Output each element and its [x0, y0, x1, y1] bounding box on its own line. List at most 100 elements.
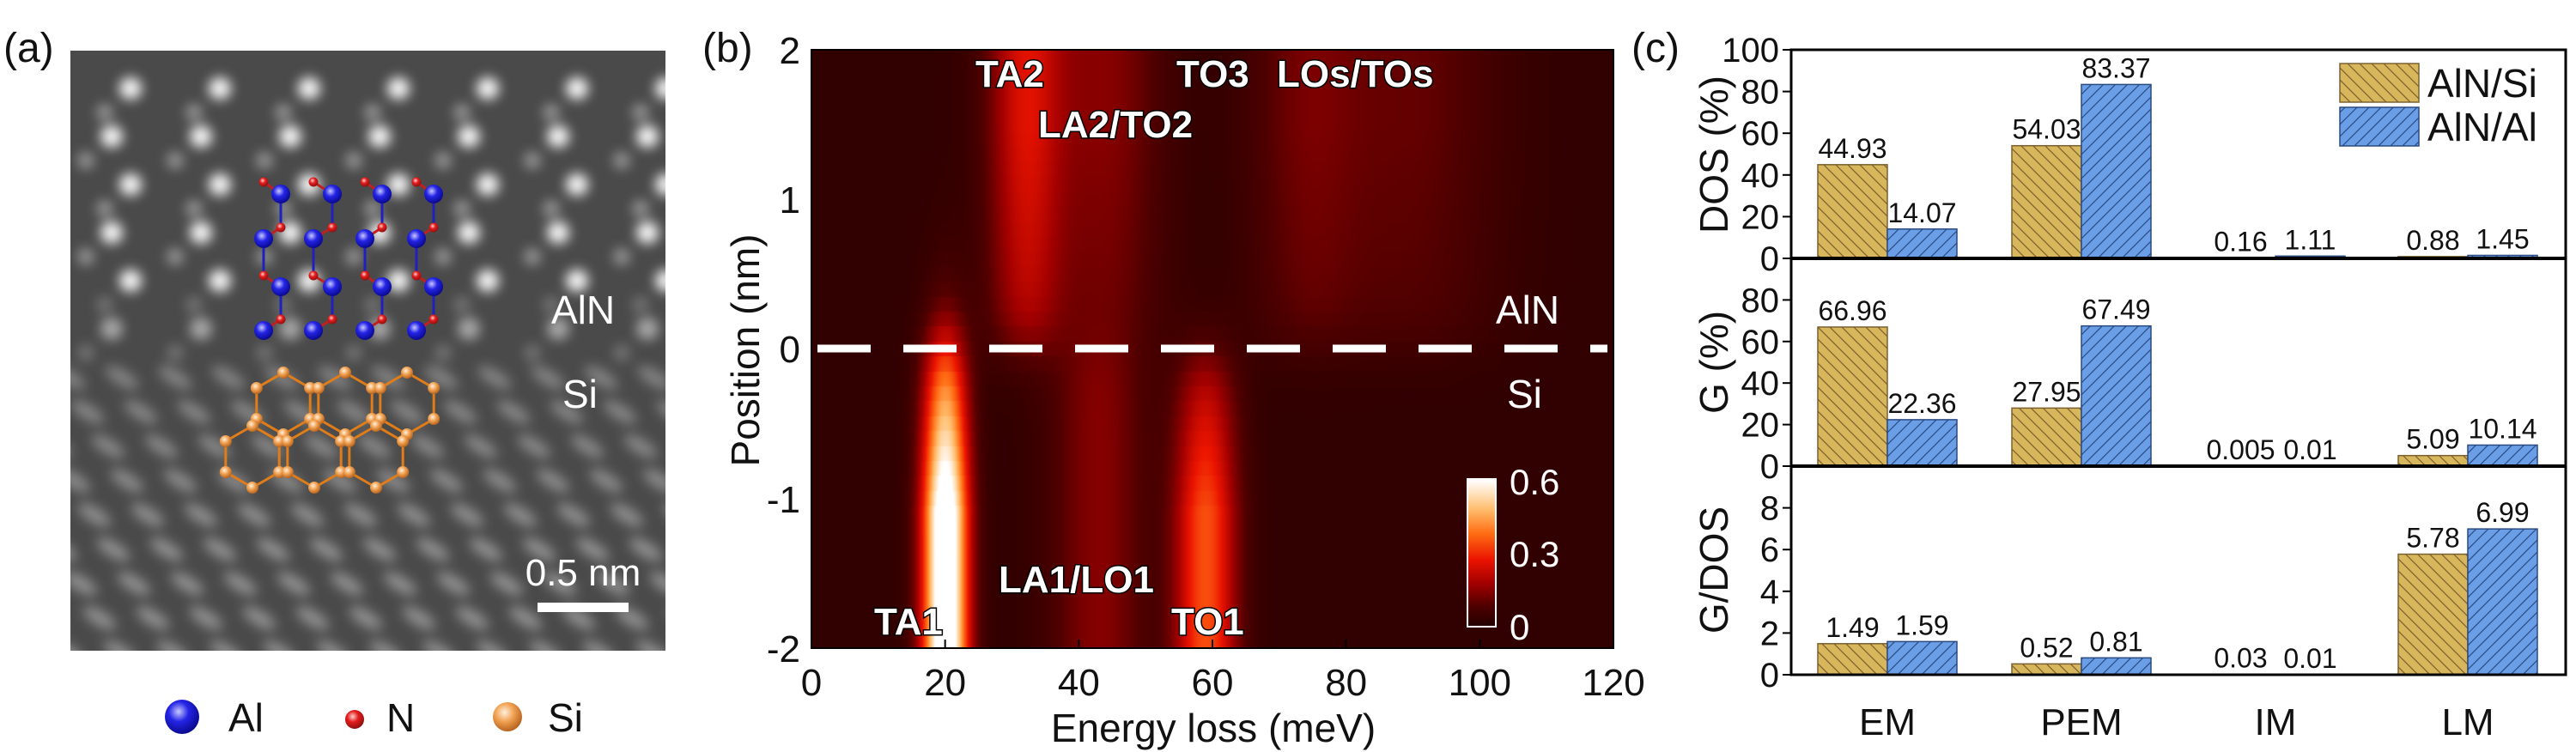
- bar-aln-al: [2467, 528, 2538, 676]
- lattice-spot: [477, 77, 499, 100]
- lattice-spot: [416, 537, 450, 561]
- lattice-spot: [223, 572, 258, 596]
- lattice-spot: [566, 77, 588, 100]
- lattice-spot: [256, 152, 273, 169]
- lattice-spot: [167, 344, 184, 361]
- bar-aln-al: [1886, 419, 1958, 467]
- bar-legend: AlN/Si AlN/Al: [2339, 61, 2537, 149]
- colorbar-tick-label: 0: [1510, 607, 1529, 647]
- bar-aln-si: [1817, 643, 1888, 676]
- bar-value-label: 83.37: [2081, 52, 2150, 83]
- lattice-spot: [337, 400, 371, 424]
- si-atom: [343, 435, 355, 447]
- bar-aln-si: [2011, 144, 2082, 259]
- lattice-spot: [256, 537, 290, 561]
- lattice-spot: [345, 344, 362, 361]
- legend-si-label: Si: [548, 695, 583, 740]
- g-axis-title: G (%): [1692, 311, 1736, 414]
- scale-bar-label: 0.5 nm: [526, 552, 641, 594]
- lattice-spot: [458, 125, 480, 148]
- si-atom: [304, 382, 317, 394]
- lattice-spot: [476, 640, 510, 651]
- colorbar-tick-label: 0.3: [1510, 534, 1559, 574]
- lattice-spot: [100, 221, 123, 244]
- lattice-spot: [424, 366, 459, 390]
- lattice-spot: [163, 469, 197, 493]
- scale-bar: [538, 603, 629, 612]
- lattice-spot: [434, 152, 452, 169]
- lattice-spot: [603, 400, 637, 424]
- lattice-spot: [556, 503, 591, 527]
- n-atom: [360, 270, 370, 281]
- al-atom: [373, 277, 392, 296]
- colorbar: [1467, 478, 1497, 628]
- lattice-spot: [77, 152, 94, 169]
- lattice-spot: [663, 503, 665, 527]
- lattice-spot: [368, 125, 391, 148]
- al-atom: [304, 321, 323, 340]
- lattice-spot: [397, 503, 431, 527]
- al-atom: [355, 229, 374, 248]
- bar-frame: [1789, 48, 2567, 676]
- lattice-spot: [275, 104, 292, 121]
- lattice-spot: [453, 104, 471, 121]
- x-tick-label: 40: [1058, 662, 1100, 704]
- stem-image: [0, 51, 665, 670]
- y-tick-label: 2: [1760, 615, 1779, 652]
- lattice-spot: [610, 503, 644, 527]
- lattice-spot: [185, 104, 203, 121]
- lattice-spot: [632, 200, 649, 217]
- n-atom: [276, 222, 286, 233]
- lattice-spot: [443, 400, 477, 424]
- bar-aln-si: [2397, 553, 2469, 676]
- legend-label-alnal: AlN/Al: [2427, 105, 2537, 149]
- bar-aln-al: [2081, 324, 2152, 467]
- lattice-spot: [383, 572, 417, 596]
- x-tick-label: 60: [1192, 662, 1234, 704]
- lattice-spot: [632, 104, 649, 121]
- annotation-la1-lo1: LA1/LO1: [999, 559, 1154, 601]
- x-tick-label: 120: [1582, 662, 1644, 704]
- lattice-spot: [453, 296, 471, 313]
- lattice-spot: [70, 572, 98, 596]
- lattice-spot: [636, 125, 659, 148]
- lattice-spot: [242, 606, 276, 630]
- lattice-spot: [304, 434, 338, 458]
- annotation-to3: TO3: [1176, 53, 1249, 95]
- panel-label-a: (a): [3, 26, 54, 71]
- lattice-spot: [96, 296, 113, 313]
- al-atom: [271, 277, 290, 296]
- lattice-spot: [376, 469, 410, 493]
- lattice-spot: [197, 434, 232, 458]
- bar-value-label: 10.14: [2468, 413, 2537, 444]
- y-tick-label: 0: [1760, 448, 1779, 486]
- lattice-spot: [70, 469, 91, 493]
- lattice-spot: [190, 125, 212, 148]
- n-atom: [258, 270, 269, 281]
- g-dos-axis-title: G/DOS: [1692, 506, 1736, 634]
- n-atom-icon: [345, 710, 364, 729]
- lattice-spot: [453, 200, 471, 217]
- lattice-spot: [167, 152, 184, 169]
- lattice-spot: [531, 366, 565, 390]
- lattice-spot: [387, 77, 410, 100]
- bar-aln-al: [2081, 657, 2152, 676]
- lattice-spot: [158, 366, 192, 390]
- al-atom: [424, 277, 443, 296]
- lattice-spot: [189, 606, 223, 630]
- heatmap-si-label: Si: [1507, 372, 1542, 416]
- si-region-label: Si: [562, 372, 598, 416]
- atom-legend: Al N Si: [165, 695, 583, 740]
- lattice-spot: [345, 248, 362, 265]
- lattice-spot: [316, 640, 350, 651]
- x-axis-title: Energy loss (meV): [1051, 706, 1376, 750]
- y-tick-label: 40: [1741, 365, 1780, 403]
- si-atom: [312, 382, 325, 394]
- y-axis: 2 1 0 -1 -2: [767, 30, 800, 670]
- lattice-spot: [524, 152, 541, 169]
- lattice-spot: [562, 606, 596, 630]
- lattice-spot: [477, 270, 499, 292]
- lattice-spot: [0, 636, 33, 670]
- lattice-spot: [436, 572, 471, 596]
- lattice-spot: [345, 152, 362, 169]
